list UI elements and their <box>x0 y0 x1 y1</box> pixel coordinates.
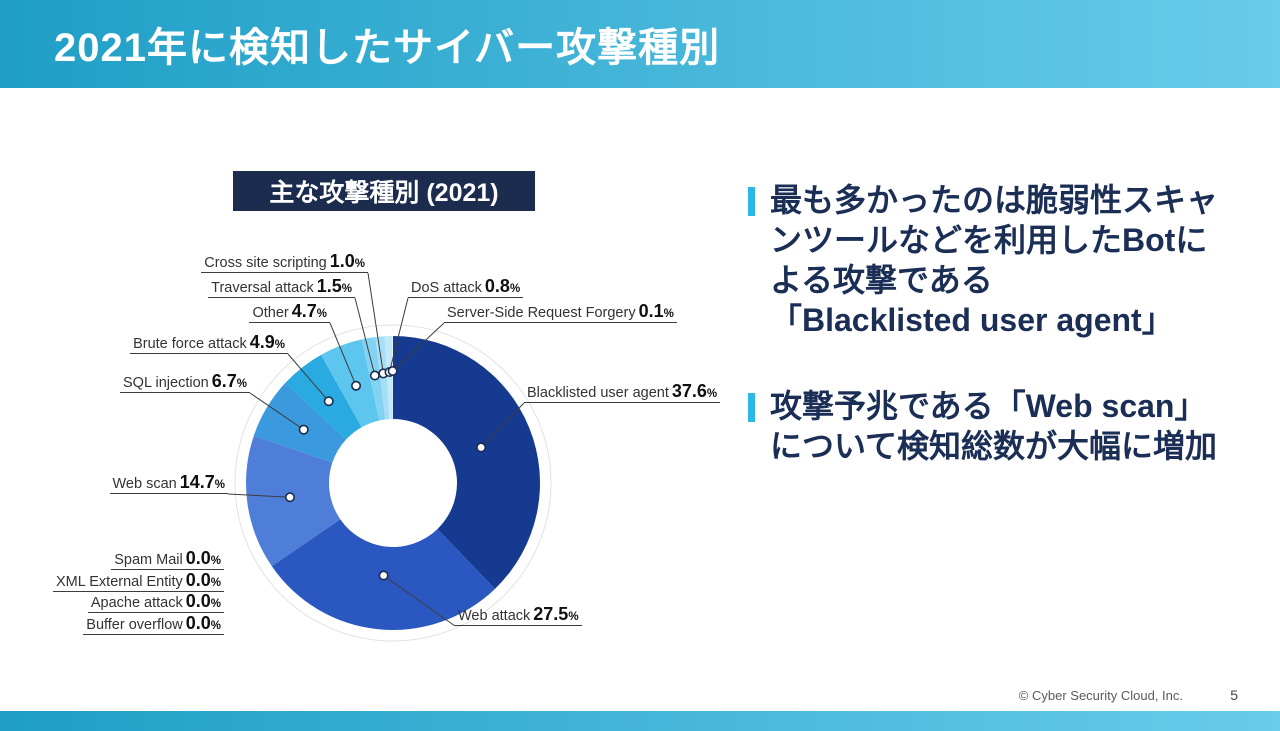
donut-slice <box>285 354 362 440</box>
key-point-1: 最も多かったのは脆弱性スキャ ンツールなどを利用したBotに よる攻撃である 「… <box>748 180 1264 340</box>
leader-dot <box>378 570 389 581</box>
leader-dot <box>284 492 295 503</box>
leader-dot <box>351 380 362 391</box>
leader-dot <box>369 370 380 381</box>
leader-line <box>383 575 456 627</box>
slide-title: 2021年に検知したサイバー攻撃種別 <box>54 26 721 70</box>
leader-line <box>389 297 409 373</box>
key-point-2: 攻撃予兆である「Web scan」 について検知総数が大幅に増加 <box>748 386 1264 466</box>
donut-slice <box>384 336 393 420</box>
leader-line <box>227 493 291 498</box>
chart-title-box: 主な攻撃種別 (2021) <box>233 171 535 211</box>
copyright: © Cyber Security Cloud, Inc. <box>1018 688 1183 703</box>
donut-slice <box>253 382 347 463</box>
leader-line <box>354 297 376 376</box>
chart-title: 主な攻撃種別 (2021) <box>269 179 499 207</box>
bullet-accent-bar <box>748 187 755 216</box>
leader-dot <box>298 424 309 435</box>
donut-slice <box>393 336 540 589</box>
donut-slice <box>321 339 380 428</box>
leader-line <box>329 322 357 386</box>
key-point-text: 攻撃予兆である「Web scan」 について検知総数が大幅に増加 <box>770 388 1218 464</box>
leader-dot <box>476 442 487 453</box>
leader-dot <box>323 396 334 407</box>
leader-line <box>287 353 330 402</box>
key-point-text: 最も多かったのは脆弱性スキャ ンツールなどを利用したBotに よる攻撃である 「… <box>770 182 1219 338</box>
donut-slice <box>392 336 393 420</box>
key-points: 最も多かったのは脆弱性スキャ ンツールなどを利用したBotに よる攻撃である 「… <box>748 180 1264 512</box>
leader-line <box>480 402 525 448</box>
header-bar: 2021年に検知したサイバー攻撃種別 <box>0 0 1280 88</box>
leader-line <box>249 392 304 431</box>
footer-bar <box>0 711 1280 731</box>
leader-line <box>367 272 384 374</box>
leader-line <box>392 322 445 372</box>
page-number: 5 <box>1230 687 1238 703</box>
leader-dot <box>387 366 398 377</box>
bullet-accent-bar <box>748 393 755 422</box>
outer-guide-circle <box>234 324 552 642</box>
